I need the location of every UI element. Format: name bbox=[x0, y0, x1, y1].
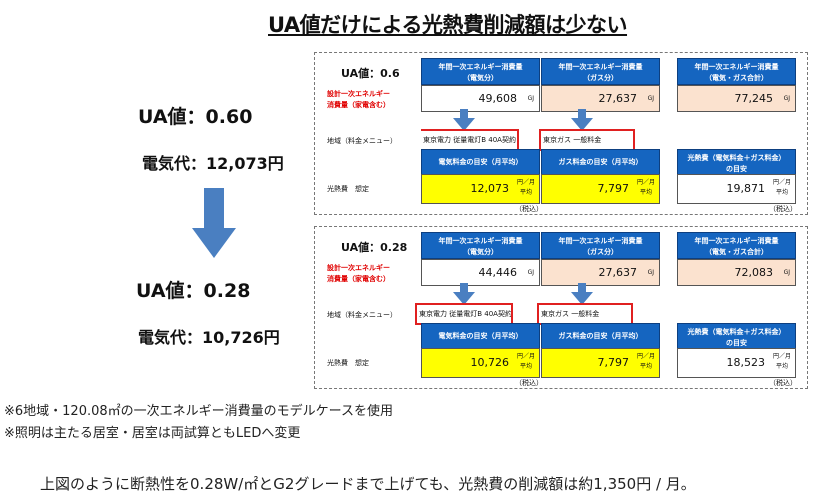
tax-included-label: （税込） bbox=[515, 379, 543, 387]
gas-fee-value: 7,797 bbox=[597, 182, 630, 195]
footnote: ※6地域・120.08㎡の一次エネルギー消費量のモデルケースを使用 bbox=[4, 404, 394, 419]
gas-fee-box: 7,797 円／月 平均 bbox=[541, 174, 660, 204]
down-arrow-icon bbox=[453, 283, 475, 305]
tax-included-label: （税込） bbox=[515, 205, 543, 213]
elec-energy-number: 44,446 bbox=[478, 266, 518, 279]
month-unit: 円／月 平均 bbox=[772, 353, 791, 370]
gj-unit: GJ bbox=[527, 269, 534, 276]
total-energy-value: 77,245 GJ bbox=[677, 85, 796, 112]
gas-fee-box: 7,797 円／月 平均 bbox=[541, 348, 660, 378]
down-arrow-icon bbox=[192, 188, 236, 258]
design-energy-label: 設計一次エネルギー 消費量（家電含む） bbox=[327, 264, 390, 283]
page-title: UA値だけによる光熱費削減額は少ない bbox=[268, 13, 628, 37]
header-total-fee: 光熱費（電気料金＋ガス料金） の目安 bbox=[677, 149, 796, 176]
total-energy-number: 72,083 bbox=[734, 266, 774, 279]
header-gas-energy: 年間一次エネルギー消費量 （ガス分） bbox=[541, 232, 660, 259]
header-total-energy: 年間一次エネルギー消費量 （電気・ガス合計） bbox=[677, 232, 796, 259]
total-energy-number: 77,245 bbox=[734, 92, 774, 105]
elec-fee-value: 12,073 bbox=[470, 182, 510, 195]
elec-fee-box: 10,726 円／月 平均 bbox=[421, 348, 540, 378]
month-unit: 円／月 平均 bbox=[516, 179, 535, 196]
gj-unit: GJ bbox=[647, 95, 654, 102]
gj-unit: GJ bbox=[527, 95, 534, 102]
header-elec-fee: 電気料金の目安（月平均） bbox=[421, 323, 540, 350]
elec-plan: 東京電力 従量電灯B 40A契約 bbox=[415, 303, 513, 325]
panel-ua-value: UA値：0.28 bbox=[341, 241, 408, 254]
header-elec-energy: 年間一次エネルギー消費量 （電気分） bbox=[421, 232, 540, 259]
header-total-fee: 光熱費（電気料金＋ガス料金） の目安 bbox=[677, 323, 796, 350]
total-energy-value: 72,083 GJ bbox=[677, 259, 796, 286]
footnote: ※照明は主たる居室・居室は両試算ともLEDへ変更 bbox=[4, 426, 301, 441]
elec-fee-value: 10,726 bbox=[470, 356, 510, 369]
down-arrow-icon bbox=[571, 283, 593, 305]
elec-energy-value: 49,608 GJ bbox=[421, 85, 540, 112]
gas-energy-number: 27,637 bbox=[598, 92, 638, 105]
design-energy-label: 設計一次エネルギー 消費量（家電含む） bbox=[327, 90, 390, 109]
panel-ua-value: UA値：0.6 bbox=[341, 67, 400, 80]
gas-plan: 東京ガス 一般料金 bbox=[539, 129, 635, 151]
area-menu-label: 地域（料金メニュー） bbox=[327, 137, 397, 145]
gas-plan: 東京ガス 一般料金 bbox=[537, 303, 633, 325]
cost-before-label: 電気代：12,073円 bbox=[142, 154, 284, 173]
tax-included-label: （税込） bbox=[769, 379, 797, 387]
header-elec-energy: 年間一次エネルギー消費量 （電気分） bbox=[421, 58, 540, 85]
total-fee-value: 19,871 bbox=[726, 182, 766, 195]
simulation-panel-before: UA値：0.6 年間一次エネルギー消費量 （電気分） 年間一次エネルギー消費量 … bbox=[314, 52, 808, 215]
ua-after-label: UA値：0.28 bbox=[136, 280, 251, 302]
gas-energy-number: 27,637 bbox=[598, 266, 638, 279]
down-arrow-icon bbox=[571, 109, 593, 131]
elec-energy-value: 44,446 GJ bbox=[421, 259, 540, 286]
gas-energy-value: 27,637 GJ bbox=[541, 259, 660, 286]
down-arrow-icon bbox=[453, 109, 475, 131]
total-fee-box: 18,523 円／月 平均 bbox=[677, 348, 796, 378]
summary-text: 上図のように断熱性を0.28W/㎡とG2グレードまで上げても、光熱費の削減額は約… bbox=[40, 475, 696, 493]
area-menu-label: 地域（料金メニュー） bbox=[327, 311, 397, 319]
elec-fee-box: 12,073 円／月 平均 bbox=[421, 174, 540, 204]
gj-unit: GJ bbox=[783, 95, 790, 102]
elec-energy-number: 49,608 bbox=[478, 92, 518, 105]
cost-after-label: 電気代：10,726円 bbox=[138, 328, 280, 347]
month-unit: 円／月 平均 bbox=[636, 179, 655, 196]
fee-assumption-label: 光熱費 想定 bbox=[327, 185, 369, 193]
month-unit: 円／月 平均 bbox=[516, 353, 535, 370]
gj-unit: GJ bbox=[783, 269, 790, 276]
month-unit: 円／月 平均 bbox=[772, 179, 791, 196]
tax-included-label: （税込） bbox=[769, 205, 797, 213]
elec-plan: 東京電力 従量電灯B 40A契約 bbox=[421, 129, 519, 151]
total-fee-box: 19,871 円／月 平均 bbox=[677, 174, 796, 204]
gj-unit: GJ bbox=[647, 269, 654, 276]
header-gas-fee: ガス料金の目安（月平均） bbox=[541, 149, 660, 176]
simulation-panel-after: UA値：0.28 年間一次エネルギー消費量 （電気分） 年間一次エネルギー消費量… bbox=[314, 226, 808, 389]
header-total-energy: 年間一次エネルギー消費量 （電気・ガス合計） bbox=[677, 58, 796, 85]
total-fee-value: 18,523 bbox=[726, 356, 766, 369]
header-gas-fee: ガス料金の目安（月平均） bbox=[541, 323, 660, 350]
ua-before-label: UA値：0.60 bbox=[138, 106, 253, 128]
gas-fee-value: 7,797 bbox=[597, 356, 630, 369]
month-unit: 円／月 平均 bbox=[636, 353, 655, 370]
header-elec-fee: 電気料金の目安（月平均） bbox=[421, 149, 540, 176]
fee-assumption-label: 光熱費 想定 bbox=[327, 359, 369, 367]
gas-energy-value: 27,637 GJ bbox=[541, 85, 660, 112]
header-gas-energy: 年間一次エネルギー消費量 （ガス分） bbox=[541, 58, 660, 85]
